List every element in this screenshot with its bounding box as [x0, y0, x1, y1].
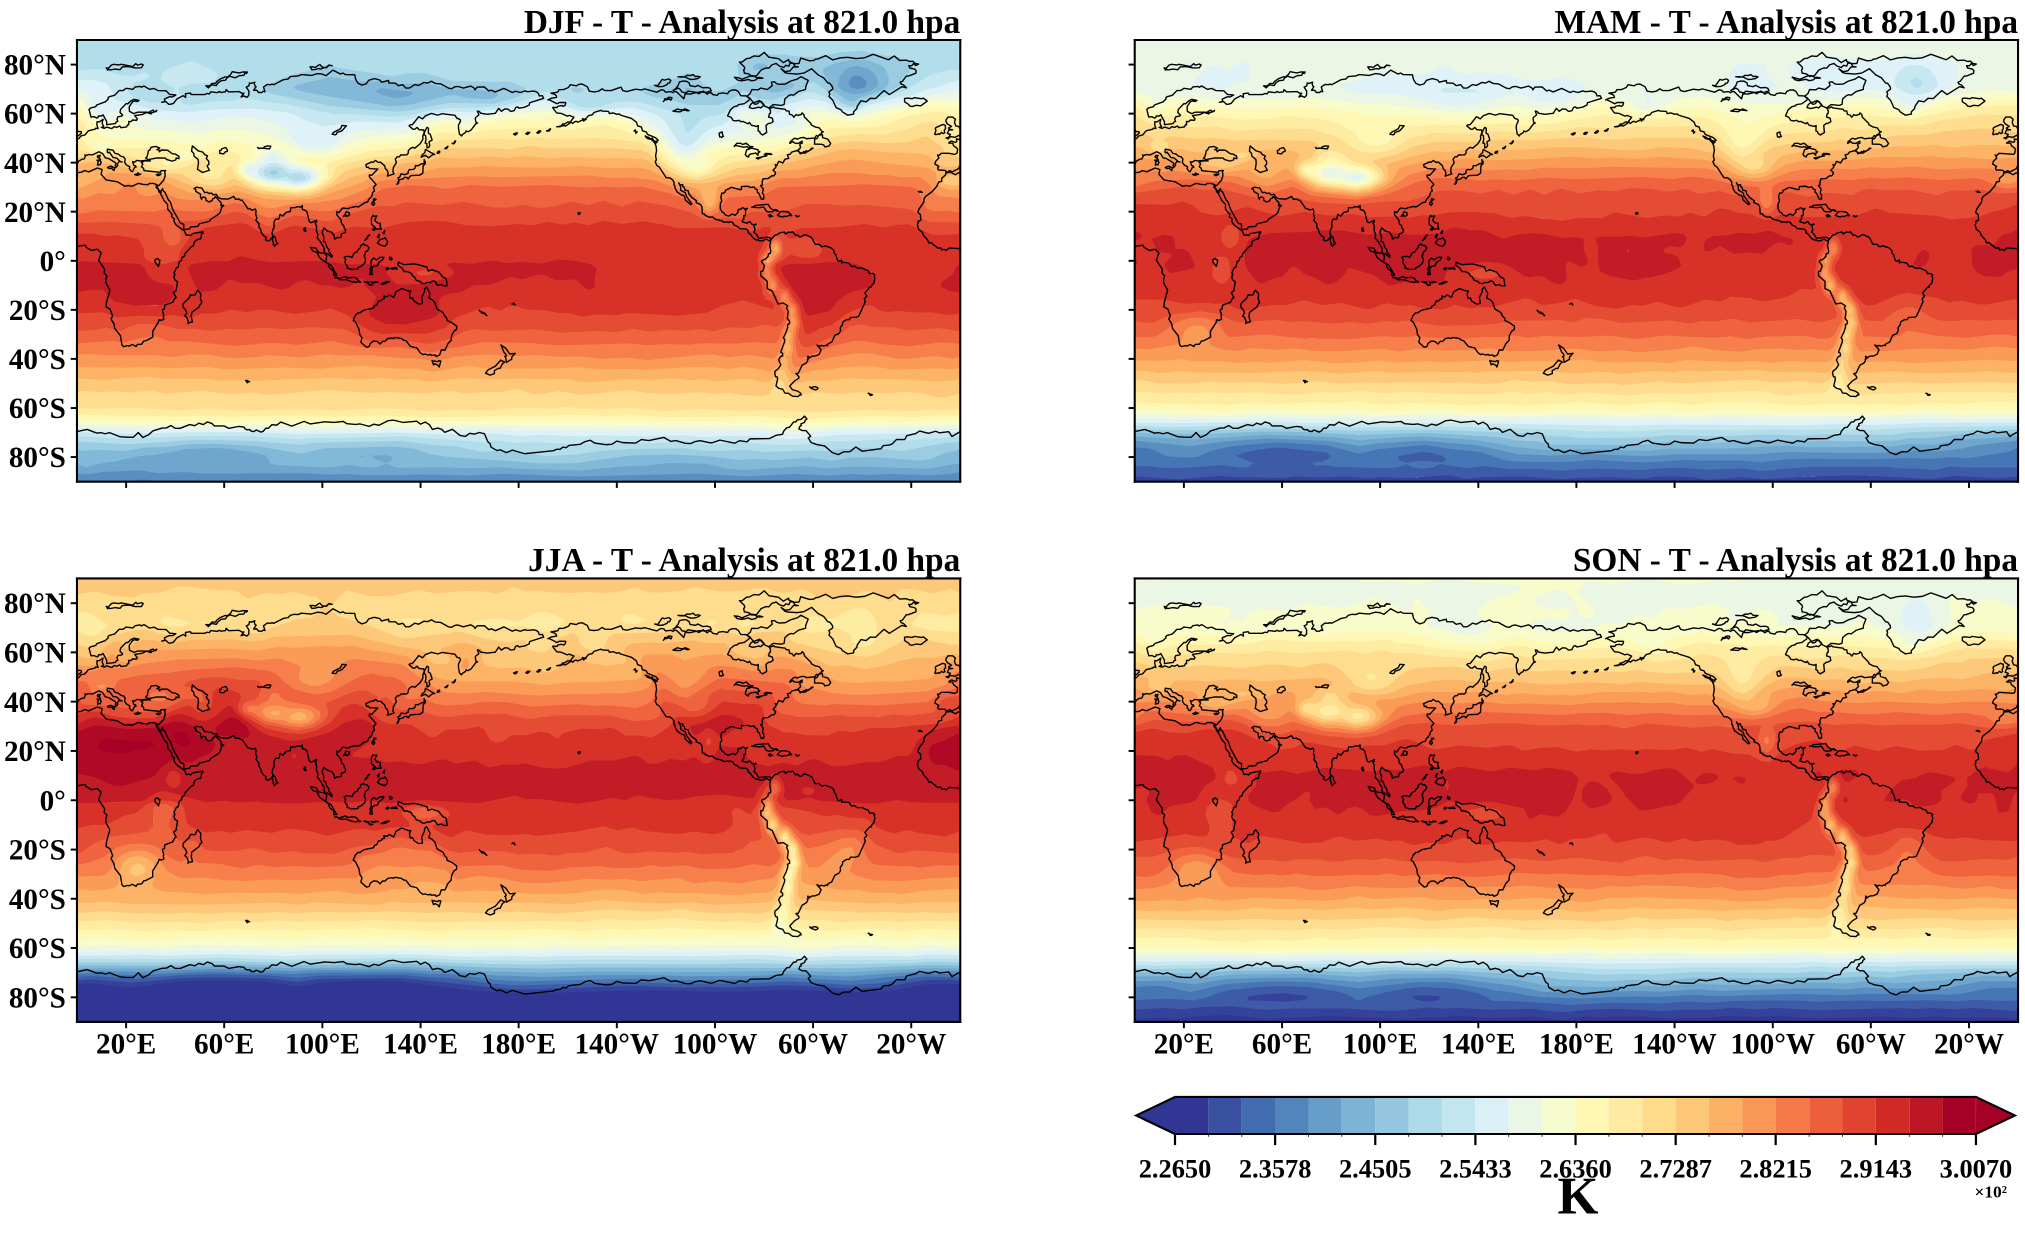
svg-text:×10²: ×10²	[1974, 1182, 2006, 1201]
svg-text:140°W: 140°W	[575, 1028, 660, 1060]
svg-text:20°S: 20°S	[9, 835, 66, 867]
svg-text:80°S: 80°S	[9, 982, 66, 1014]
svg-text:2.2650: 2.2650	[1139, 1153, 1212, 1183]
svg-text:MAM - T - Analysis at 821.0 hp: MAM - T - Analysis at 821.0 hpa	[1554, 4, 2018, 41]
svg-text:20°N: 20°N	[4, 197, 66, 229]
svg-text:40°N: 40°N	[4, 687, 66, 719]
svg-text:180°E: 180°E	[1539, 1028, 1614, 1060]
svg-text:100°W: 100°W	[1730, 1028, 1815, 1060]
svg-text:180°E: 180°E	[481, 1028, 556, 1060]
svg-text:40°S: 40°S	[9, 884, 66, 916]
svg-text:K: K	[1558, 1167, 1599, 1225]
svg-text:140°E: 140°E	[1441, 1028, 1516, 1060]
svg-text:80°N: 80°N	[4, 50, 66, 82]
svg-text:DJF - T - Analysis at 821.0 hp: DJF - T - Analysis at 821.0 hpa	[524, 4, 961, 41]
svg-text:20°E: 20°E	[96, 1028, 156, 1060]
svg-text:2.3578: 2.3578	[1239, 1153, 1312, 1183]
svg-text:3.0070: 3.0070	[1940, 1153, 2013, 1183]
svg-text:80°N: 80°N	[4, 588, 66, 620]
svg-text:2.6360: 2.6360	[1539, 1153, 1612, 1183]
svg-text:20°N: 20°N	[4, 736, 66, 768]
svg-text:2.4505: 2.4505	[1339, 1153, 1412, 1183]
svg-text:60°W: 60°W	[778, 1028, 848, 1060]
svg-text:2.8215: 2.8215	[1739, 1153, 1812, 1183]
svg-text:SON - T - Analysis at 821.0 hp: SON - T - Analysis at 821.0 hpa	[1573, 542, 2018, 579]
svg-text:100°E: 100°E	[1343, 1028, 1418, 1060]
svg-text:60°N: 60°N	[4, 99, 66, 131]
svg-text:20°E: 20°E	[1154, 1028, 1214, 1060]
svg-text:JJA - T - Analysis at 821.0 hp: JJA - T - Analysis at 821.0 hpa	[528, 542, 960, 579]
svg-text:40°N: 40°N	[4, 148, 66, 180]
svg-text:60°S: 60°S	[9, 393, 66, 425]
svg-text:100°W: 100°W	[673, 1028, 758, 1060]
svg-text:2.9143: 2.9143	[1840, 1153, 1913, 1183]
svg-text:20°W: 20°W	[876, 1028, 946, 1060]
svg-text:60°E: 60°E	[1252, 1028, 1312, 1060]
svg-text:2.5433: 2.5433	[1439, 1153, 1512, 1183]
svg-text:80°S: 80°S	[9, 442, 66, 474]
svg-text:0°: 0°	[40, 785, 66, 817]
svg-text:20°W: 20°W	[1934, 1028, 2004, 1060]
svg-text:60°E: 60°E	[194, 1028, 254, 1060]
svg-text:60°S: 60°S	[9, 933, 66, 965]
svg-text:100°E: 100°E	[285, 1028, 360, 1060]
svg-text:2.7287: 2.7287	[1639, 1153, 1712, 1183]
svg-text:60°W: 60°W	[1836, 1028, 1906, 1060]
svg-text:40°S: 40°S	[9, 344, 66, 376]
svg-text:60°N: 60°N	[4, 637, 66, 669]
svg-text:140°E: 140°E	[383, 1028, 458, 1060]
svg-text:140°W: 140°W	[1632, 1028, 1717, 1060]
svg-text:0°: 0°	[40, 246, 66, 278]
svg-text:20°S: 20°S	[9, 295, 66, 327]
